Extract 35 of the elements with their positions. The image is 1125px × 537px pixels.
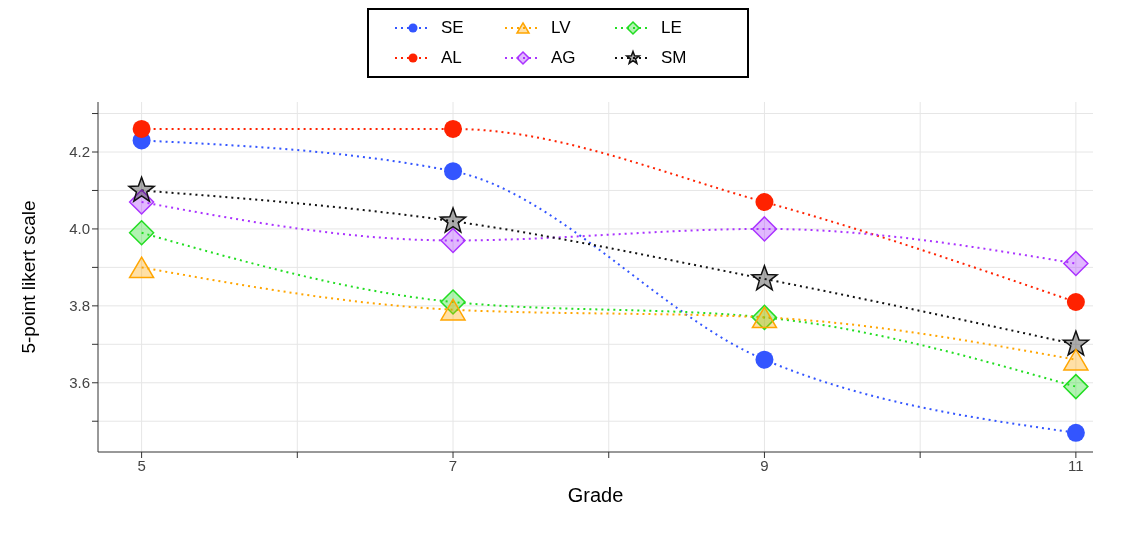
point: [751, 264, 778, 291]
x-tick-label: 5: [137, 456, 146, 474]
point: [1066, 293, 1085, 311]
point: [1063, 348, 1089, 371]
point: [444, 162, 463, 181]
x-tick-label: 9: [760, 456, 769, 474]
point: [1063, 250, 1089, 277]
y-tick-label: 3.8: [69, 297, 90, 315]
legend-label: SE: [441, 18, 464, 38]
point: [128, 256, 155, 279]
x-tick-label: 11: [1068, 456, 1084, 474]
x-tick-label: 7: [448, 456, 458, 474]
point: [751, 216, 778, 242]
point: [128, 176, 155, 202]
point: [439, 207, 467, 233]
point: [1066, 423, 1085, 442]
y-tick-label: 4.0: [69, 220, 90, 238]
y-tick-label: 4.2: [69, 143, 90, 161]
point: [444, 119, 463, 138]
point: [128, 220, 155, 246]
point: [1063, 373, 1089, 400]
point: [132, 119, 151, 138]
legend-label: SM: [661, 48, 687, 68]
y-tick-label: 3.6: [69, 374, 90, 392]
legend-label: LE: [661, 18, 682, 38]
legend-label: LV: [551, 18, 571, 38]
point: [440, 298, 466, 321]
legend-label: AG: [551, 48, 576, 68]
point: [440, 227, 466, 254]
y-axis-title: 5-point likert scale: [17, 200, 39, 354]
x-axis-title: Grade: [567, 484, 624, 506]
point: [755, 193, 774, 211]
point: [755, 350, 774, 369]
legend-label: AL: [441, 48, 462, 68]
point: [1062, 330, 1090, 356]
